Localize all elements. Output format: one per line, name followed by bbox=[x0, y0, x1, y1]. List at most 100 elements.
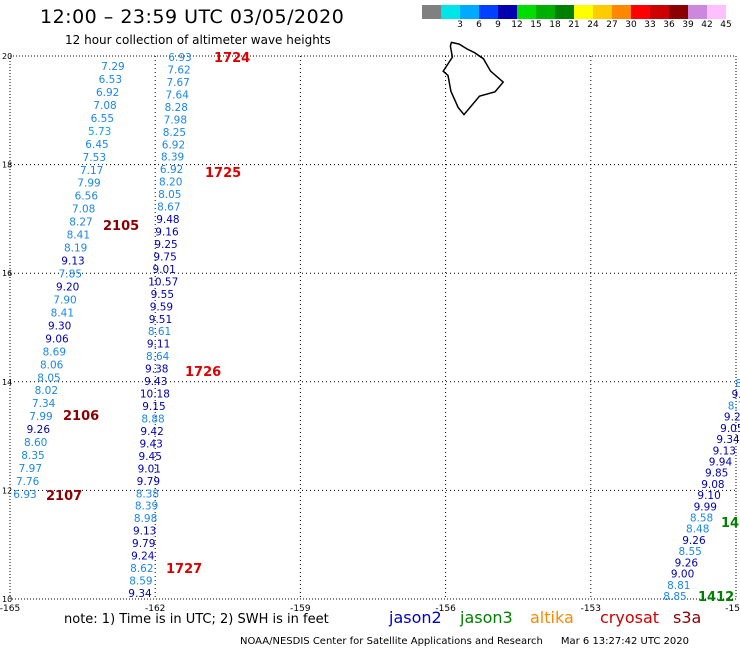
pass-time-label: 1726 bbox=[185, 365, 221, 380]
longitude-label: -15 bbox=[725, 604, 740, 614]
legend-swatches bbox=[422, 5, 740, 19]
latitude-label: 18 bbox=[2, 161, 12, 170]
wave-height-label: 8.67 bbox=[157, 202, 180, 214]
legend-label: 27 bbox=[606, 20, 618, 30]
map-title: 12:00 – 23:59 UTC 03/05/2020 bbox=[40, 6, 345, 28]
wave-height-label: 9.99 bbox=[694, 501, 717, 513]
wave-height-label: 9.30 bbox=[48, 320, 71, 332]
longitude-label: -156 bbox=[435, 604, 456, 614]
wave-height-label: 9.01 bbox=[152, 264, 175, 276]
legend-swatch bbox=[726, 5, 740, 19]
wave-height-label: 9.13 bbox=[61, 256, 84, 268]
wave-height-label: 9.00 bbox=[671, 569, 694, 581]
wave-height-label: 7.99 bbox=[77, 178, 100, 190]
wave-height-label: 6.92 bbox=[162, 139, 185, 151]
legend-label: 12 bbox=[511, 20, 523, 30]
wave-height-label: 9.20 bbox=[56, 281, 79, 293]
wave-height-label: 10.18 bbox=[140, 389, 170, 401]
legend-swatch bbox=[669, 5, 688, 19]
wave-height-label: 8.35 bbox=[21, 450, 44, 462]
legend-label: 18 bbox=[549, 20, 561, 30]
legend-swatch bbox=[536, 5, 555, 19]
satellite-altika-legend-label: altika bbox=[530, 608, 574, 627]
wave-height-label: 8.28 bbox=[165, 102, 188, 114]
wave-height-label: 8.27 bbox=[69, 217, 92, 229]
credit-date: Mar 6 13:27:42 UTC 2020 bbox=[560, 636, 689, 647]
legend-swatch bbox=[612, 5, 631, 19]
pass-time-label: 1725 bbox=[205, 166, 241, 181]
satellite-s3a-legend-label: s3a bbox=[673, 608, 702, 627]
legend-swatch bbox=[422, 5, 441, 19]
wave-height-label: 8.41 bbox=[67, 230, 90, 242]
wave-height-label: 9.34 bbox=[716, 434, 740, 446]
wave-height-label: 8.98 bbox=[134, 513, 157, 525]
wave-height-label: 6.93 bbox=[13, 489, 36, 501]
wave-height-label: 9.85 bbox=[705, 468, 728, 480]
wave-height-label: 7.90 bbox=[53, 294, 76, 306]
legend-swatch bbox=[650, 5, 669, 19]
wave-height-label: 7.08 bbox=[93, 100, 116, 112]
wave-height-label: 8.88 bbox=[141, 413, 164, 425]
wave-height-label: 8.05 bbox=[158, 189, 181, 201]
credit-line: NOAA/NESDIS Center for Satellite Applica… bbox=[240, 636, 689, 647]
wave-height-label: 6.45 bbox=[85, 139, 108, 151]
wave-height-label: 9.38 bbox=[145, 364, 168, 376]
wave-height-label: 7.29 bbox=[101, 61, 124, 73]
wave-height-label: 9.43 bbox=[144, 376, 167, 388]
latitude-label: 10 bbox=[2, 595, 12, 604]
latitude-label: 16 bbox=[2, 269, 12, 278]
footnote: note: 1) Time is in UTC; 2) SWH is in fe… bbox=[64, 612, 329, 627]
pass-time-label: 2105 bbox=[103, 219, 139, 234]
legend-swatch bbox=[460, 5, 479, 19]
wave-height-label: 8.55 bbox=[678, 546, 701, 558]
legend-label: 21 bbox=[568, 20, 580, 30]
wave-height-label: 7.17 bbox=[80, 165, 103, 177]
longitude-label: -159 bbox=[290, 604, 311, 614]
wave-height-label: 8.85 bbox=[663, 591, 686, 603]
wave-height-label: 8.64 bbox=[146, 351, 170, 363]
wave-height-label: 6.55 bbox=[91, 113, 114, 125]
wave-height-label: 9.24 bbox=[131, 551, 155, 563]
wave-height-label: 8.20 bbox=[159, 177, 182, 189]
wave-height-label: 9.06 bbox=[45, 333, 69, 345]
legend-label: 30 bbox=[625, 20, 637, 30]
wave-height-label: 8.69 bbox=[43, 346, 66, 358]
wave-height-label: 9.26 bbox=[27, 424, 51, 436]
wave-height-label: 8.05 bbox=[37, 372, 60, 384]
wave-height-label: 7.34 bbox=[32, 398, 56, 410]
wave-height-label: 7.76 bbox=[16, 476, 40, 488]
longitude-label: -153 bbox=[581, 604, 601, 614]
legend-label: 15 bbox=[530, 20, 542, 30]
wave-height-label: 9.15 bbox=[142, 401, 165, 413]
satellite-jason2-legend-label: jason2 bbox=[389, 608, 442, 627]
wave-height-label: 9.21 bbox=[724, 412, 740, 424]
wave-height-label: 7.97 bbox=[19, 463, 42, 475]
wave-height-label: 8.38 bbox=[136, 488, 159, 500]
legend-swatch bbox=[593, 5, 612, 19]
wave-height-label: 9.48 bbox=[156, 214, 179, 226]
wave-height-label: 6.56 bbox=[75, 191, 99, 203]
wave-height-label: 8.48 bbox=[686, 524, 709, 536]
pass-time-label: 14 bbox=[721, 516, 739, 531]
legend-label: 24 bbox=[587, 20, 599, 30]
wave-height-label: 9.08 bbox=[701, 479, 724, 491]
wave-height-label: 9.75 bbox=[153, 251, 176, 263]
map-frame bbox=[9, 55, 737, 600]
legend-swatch bbox=[498, 5, 517, 19]
wave-height-label: 9.13 bbox=[713, 445, 736, 457]
hawaii-island-outline bbox=[442, 41, 505, 116]
wave-height-label: 7.53 bbox=[83, 152, 106, 164]
wave-height-label: 8.02 bbox=[35, 385, 58, 397]
satellite-cryosat-legend-label: cryosat bbox=[600, 608, 660, 627]
wave-height-label: 9.42 bbox=[140, 426, 163, 438]
wave-height-label: 6.92 bbox=[96, 87, 119, 99]
satellite-jason3-legend-label: jason3 bbox=[460, 608, 513, 627]
wave-height-label: 8.41 bbox=[51, 307, 74, 319]
latitude-label: 14 bbox=[2, 378, 12, 387]
wave-height-label: 9.94 bbox=[709, 456, 733, 468]
legend-label: 39 bbox=[682, 20, 694, 30]
wave-height-label: 9.79 bbox=[132, 538, 155, 550]
wave-height-label: 7.99 bbox=[29, 411, 52, 423]
pass-time-label: 1724 bbox=[214, 51, 250, 66]
wave-height-label: 8.60 bbox=[24, 437, 47, 449]
